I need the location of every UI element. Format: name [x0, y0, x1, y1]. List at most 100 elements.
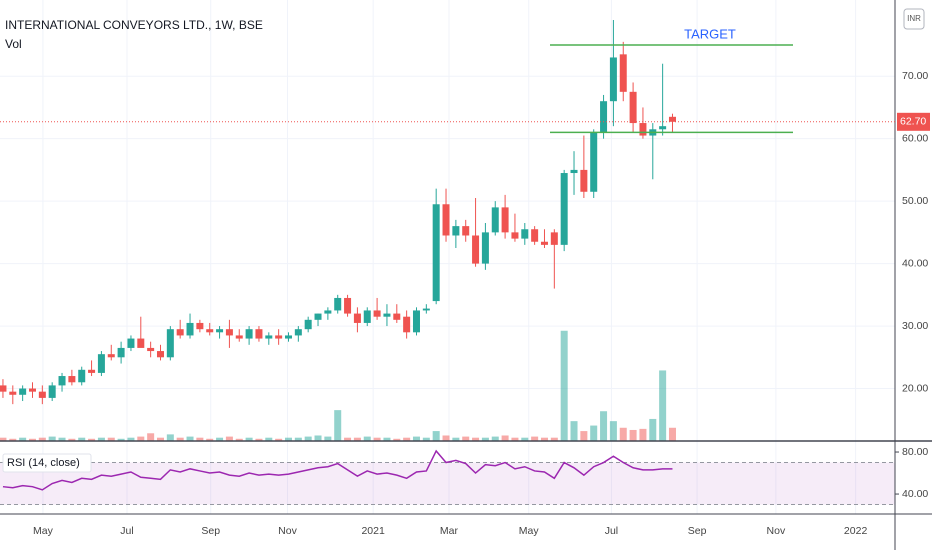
currency-label: INR: [907, 14, 921, 23]
volume-bar: [570, 421, 578, 441]
volume-bar: [216, 437, 224, 441]
candle-body: [107, 354, 115, 358]
volume-bar: [491, 436, 499, 441]
candle-body: [393, 313, 401, 320]
volume-bar: [412, 436, 420, 441]
volume-bar: [225, 436, 233, 441]
volume-bar: [649, 418, 657, 441]
candle-body: [403, 316, 411, 333]
volume-bar: [481, 437, 489, 441]
currency-icon[interactable]: [903, 8, 925, 30]
volume-bar: [97, 437, 105, 441]
candle-body: [472, 235, 480, 264]
volume-bar: [235, 438, 243, 441]
candle-body: [659, 126, 667, 130]
candle-body: [97, 354, 105, 373]
y-tick-label: 60.00: [902, 132, 928, 144]
candle-body: [314, 313, 322, 320]
rsi-band: [0, 462, 895, 505]
candle-body: [609, 57, 617, 102]
candle-body: [501, 207, 509, 233]
volume-bar: [196, 437, 204, 441]
candle-body: [452, 226, 460, 236]
candle-body: [225, 329, 233, 336]
x-tick-label: Sep: [201, 525, 220, 537]
volume-bar: [550, 437, 558, 441]
volume-bar: [324, 436, 332, 441]
candle-body: [383, 313, 391, 317]
candle-body: [38, 391, 46, 398]
candle-body: [117, 347, 125, 358]
candle-body: [147, 347, 155, 352]
candle-body: [334, 297, 342, 311]
candle-body: [629, 91, 637, 124]
candle-body: [275, 335, 283, 339]
candle-body: [422, 308, 430, 311]
rsi-line: [2, 449, 673, 491]
candle-body: [19, 388, 27, 395]
volume-bar: [442, 435, 450, 441]
volume-bar: [107, 437, 115, 441]
volume-bar: [275, 438, 283, 441]
candle-body: [491, 207, 499, 233]
volume-bar: [117, 438, 125, 441]
candle-body: [216, 329, 224, 333]
volume-bar: [166, 434, 174, 441]
volume-bar: [58, 437, 66, 441]
volume-bar: [383, 437, 391, 441]
candle-body: [255, 329, 263, 339]
volume-bar: [206, 438, 214, 441]
candle-body: [353, 313, 361, 323]
volume-bar: [353, 437, 361, 441]
candle-body: [540, 241, 548, 245]
candle-body: [88, 369, 96, 373]
candle-body: [412, 310, 420, 333]
rsi-label: RSI (14, close): [7, 457, 80, 469]
candle-body: [570, 169, 578, 174]
x-tick-label: 2021: [361, 525, 385, 537]
volume-bar: [511, 437, 519, 441]
candle-body: [442, 204, 450, 236]
candle-body: [521, 229, 529, 239]
volume-bar: [600, 411, 608, 441]
volume-bar: [176, 437, 184, 441]
candle-body: [196, 322, 204, 330]
x-tick-label: Nov: [767, 525, 786, 537]
volume-bar: [363, 436, 371, 441]
volume-bar: [668, 427, 676, 441]
rsi-legend-box: [2, 453, 92, 473]
volume-bar: [403, 437, 411, 441]
candle-body: [28, 388, 36, 392]
volume-bar: [344, 437, 352, 441]
volume-bar: [48, 436, 56, 441]
candle-body: [156, 351, 164, 358]
candle-body: [68, 376, 76, 383]
volume-bar: [560, 330, 568, 441]
volume-bar: [156, 437, 164, 441]
volume-bar: [639, 428, 647, 441]
volume-bar: [294, 437, 302, 441]
candle-body: [304, 319, 312, 330]
volume-bar: [78, 437, 86, 441]
volume-bar: [334, 410, 342, 441]
x-tick-label: May: [33, 525, 54, 537]
volume-bar: [659, 370, 667, 441]
candle-body: [373, 310, 381, 317]
volume-bar: [255, 438, 263, 441]
volume-bar: [580, 431, 588, 441]
volume-bar: [38, 437, 46, 441]
volume-bar: [422, 437, 430, 441]
volume-bar: [314, 435, 322, 441]
y-tick-label: 30.00: [902, 320, 928, 332]
candle-body: [668, 116, 676, 122]
x-tick-label: Mar: [440, 525, 459, 537]
volume-bar: [619, 427, 627, 441]
volume-bar: [521, 437, 529, 441]
volume-bar: [284, 437, 292, 441]
volume-bar: [88, 438, 96, 441]
candle-body: [235, 335, 243, 339]
grid: [0, 0, 895, 514]
volume-bar: [147, 433, 155, 441]
candle-body: [639, 123, 647, 136]
